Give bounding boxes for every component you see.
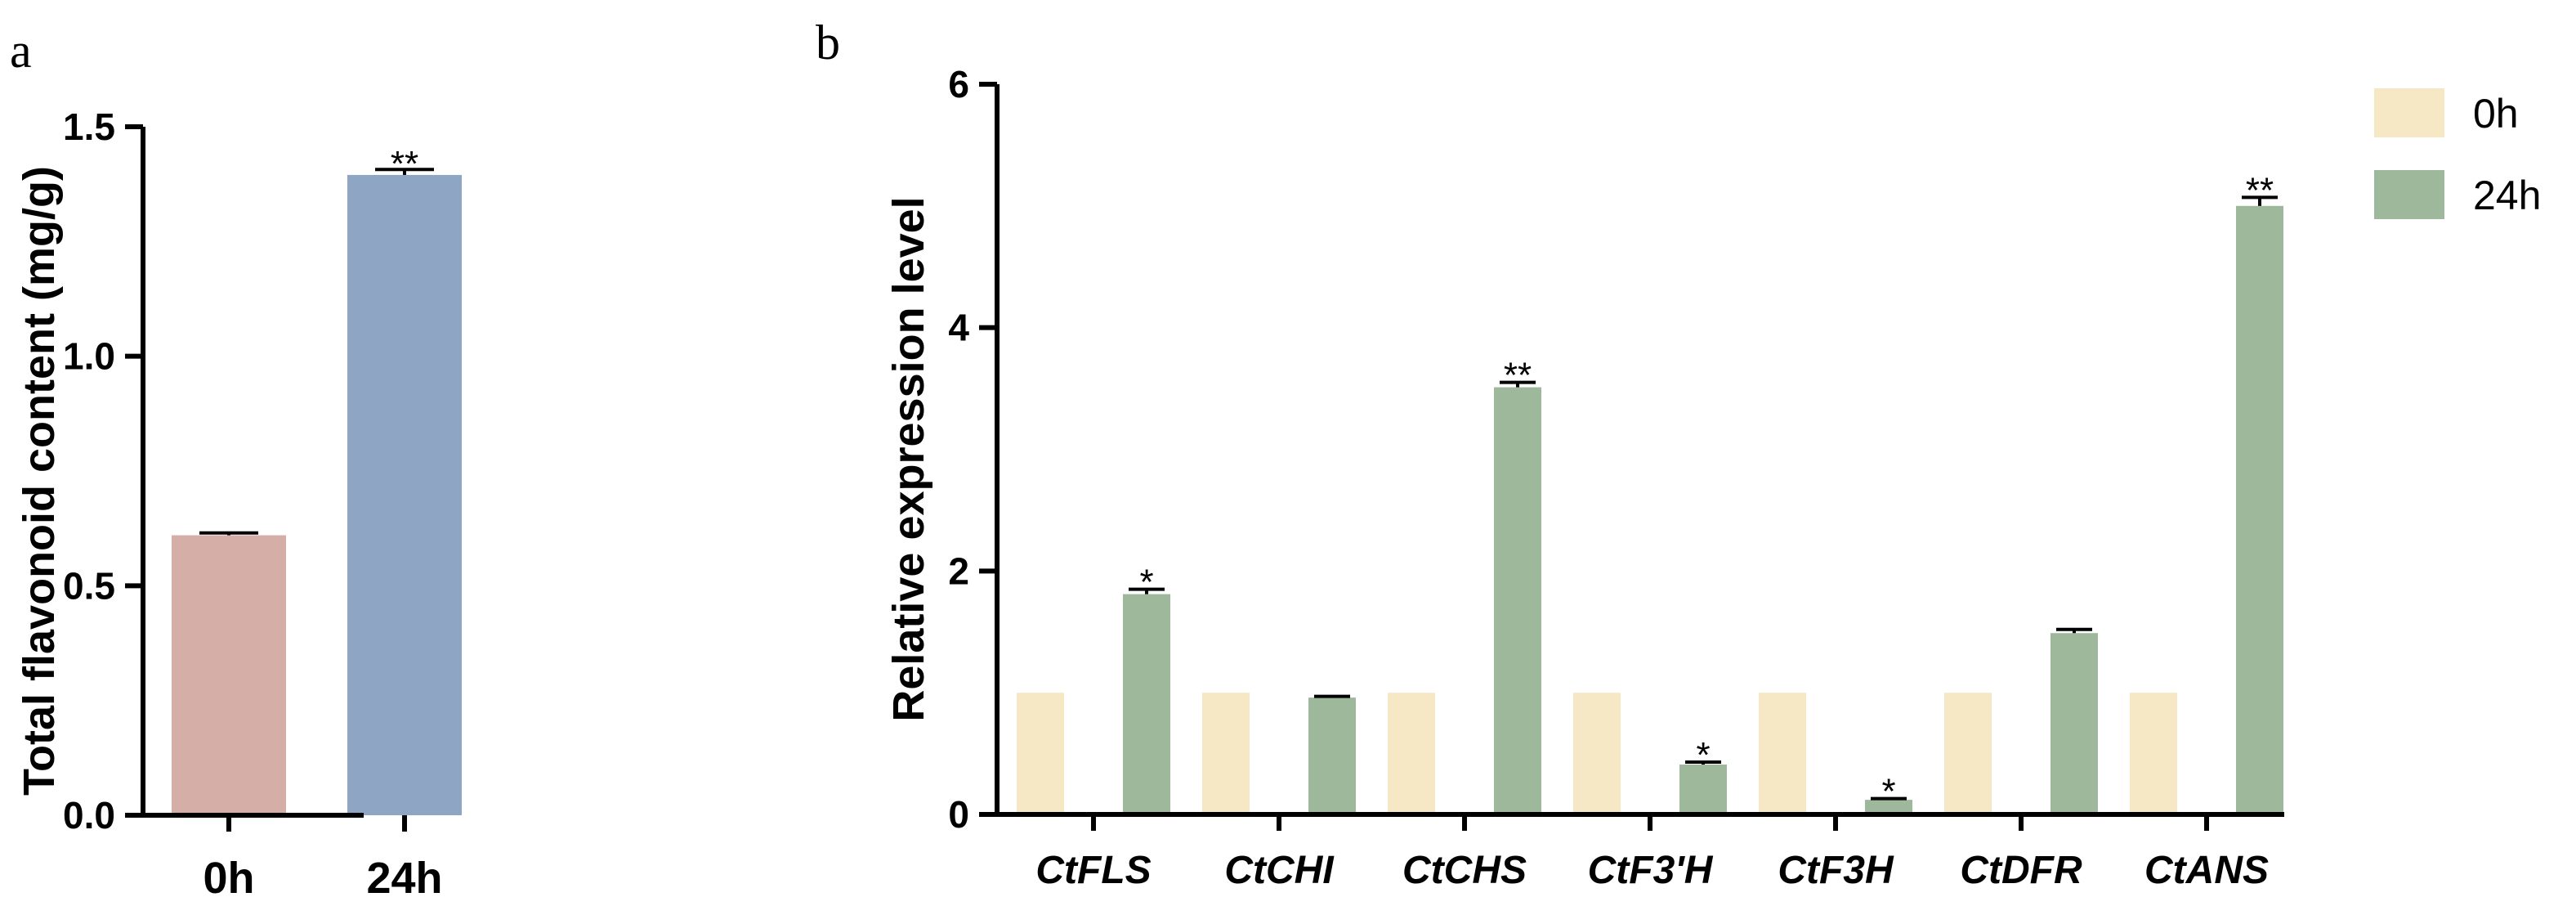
x-tick-label-1: CtCHI	[1224, 849, 1335, 892]
y-tick-label-0: 0	[948, 793, 969, 836]
x-tick-label-1: 24h	[366, 854, 442, 903]
panel-a-chart: 0h ** 24h 0.0 0.5 1.0 1.5 Total flavonoid conte…	[15, 105, 462, 903]
y-tick-label-1: 2	[948, 549, 969, 592]
panel-letter-a: a	[10, 24, 32, 78]
y-tick-label-1: 0.5	[63, 564, 115, 607]
bar-0h-6	[2130, 693, 2177, 814]
y-tick-label-2: 1.0	[63, 335, 115, 378]
y-tick-label-3: 6	[948, 63, 969, 105]
bar-24h-2	[1494, 387, 1541, 815]
significance-mark-24h-3: *	[1696, 735, 1710, 775]
bar-24h-4	[1865, 800, 1912, 814]
y-tick-label-2: 4	[948, 307, 969, 349]
bar-0h-1	[1202, 693, 1250, 814]
panel-letter-b: b	[816, 16, 840, 70]
bar-0h-2	[1388, 693, 1435, 814]
legend-swatch-0h	[2374, 88, 2444, 137]
bar-24h-5	[2051, 633, 2098, 814]
bar-24h-3	[1679, 764, 1727, 814]
y-tick-label-0: 0.0	[63, 794, 115, 837]
x-tick-label-3: CtF3'H	[1588, 849, 1714, 892]
x-tick-label-5: CtDFR	[1960, 849, 2082, 892]
significance-mark-1: **	[391, 144, 418, 184]
significance-mark-24h-4: *	[1881, 772, 1895, 812]
bar-24h-6	[2236, 205, 2283, 815]
panel-b-chart: * CtFLS CtCHI ** CtCHS * CtF3'H * CtF3H CtDFR ** Ct…	[884, 63, 2541, 892]
y-axis-title: Total flavonoid content (mg/g)	[15, 166, 64, 796]
y-axis-title: Relative expression level	[884, 196, 933, 721]
significance-mark-24h-0: *	[1139, 563, 1153, 603]
x-tick-label-2: CtCHS	[1402, 849, 1527, 892]
x-tick-label-0: 0h	[203, 854, 254, 903]
x-tick-label-0: CtFLS	[1035, 849, 1151, 892]
bar-24h-1	[1308, 697, 1356, 814]
significance-mark-24h-6: **	[2246, 170, 2274, 210]
legend-label-24h: 24h	[2473, 173, 2541, 218]
bar-24h-0	[1123, 594, 1170, 814]
bar-0h-0	[1017, 693, 1064, 814]
legend-label-0h: 0h	[2473, 91, 2519, 137]
bar-0h-3	[1573, 693, 1621, 814]
bar-0h-5	[1944, 693, 1992, 814]
x-tick-label-6: CtANS	[2144, 849, 2269, 892]
legend-swatch-24h	[2374, 170, 2444, 219]
significance-mark-24h-2: **	[1504, 356, 1532, 396]
bar-0h-4	[1759, 693, 1806, 814]
y-tick-label-3: 1.5	[63, 105, 115, 148]
bar-0	[172, 535, 286, 815]
bar-1	[347, 174, 462, 815]
x-tick-label-4: CtF3H	[1778, 849, 1894, 892]
